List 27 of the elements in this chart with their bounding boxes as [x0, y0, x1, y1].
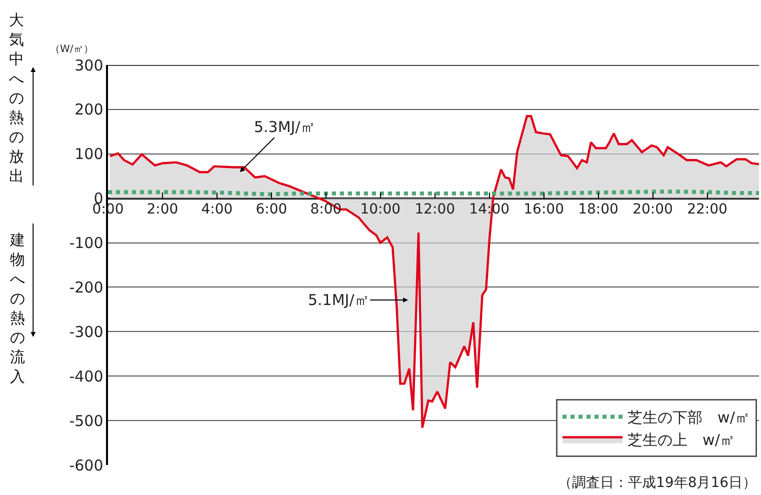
text: 建物への熱の流入: [9, 231, 25, 386]
y-tick-label: -400: [69, 367, 104, 386]
y-tick-label: 300: [74, 56, 104, 74]
y-tick-label: 100: [74, 145, 104, 164]
y-tick-label: -200: [69, 278, 104, 296]
x-tick-label: 6:00: [256, 201, 288, 218]
x-tick-label: 18:00: [578, 201, 618, 218]
x-tick-label: 20:00: [632, 201, 673, 218]
y-tick-label: -600: [69, 456, 104, 474]
x-tick-label: 4:00: [201, 201, 233, 218]
y-tick-label: -500: [69, 412, 104, 430]
text: 大気中への熱の放出: [9, 11, 24, 185]
y-axis-title: （W/㎡）: [50, 44, 94, 55]
x-tick-label: 2:00: [146, 201, 178, 218]
annotation: 5.3MJ/㎡: [254, 118, 316, 136]
y-tick-label: 200: [74, 100, 104, 119]
y-tick-label: -300: [69, 322, 104, 341]
legend-label: 芝生の下部 w/㎡: [628, 408, 750, 427]
legend-label: 芝生の上 w/㎡: [628, 431, 735, 450]
x-tick-label: 16:00: [524, 201, 564, 218]
y-tick-label: -100: [69, 234, 104, 252]
annotation: 5.1MJ/㎡: [308, 291, 370, 309]
x-tick-label: 10:00: [360, 201, 401, 218]
text: （調査日：平成19年8月16日）: [558, 475, 757, 491]
x-tick-label: 8:00: [310, 201, 342, 218]
x-tick-label: 12:00: [414, 201, 456, 218]
x-tick-label: 22:00: [687, 201, 728, 218]
